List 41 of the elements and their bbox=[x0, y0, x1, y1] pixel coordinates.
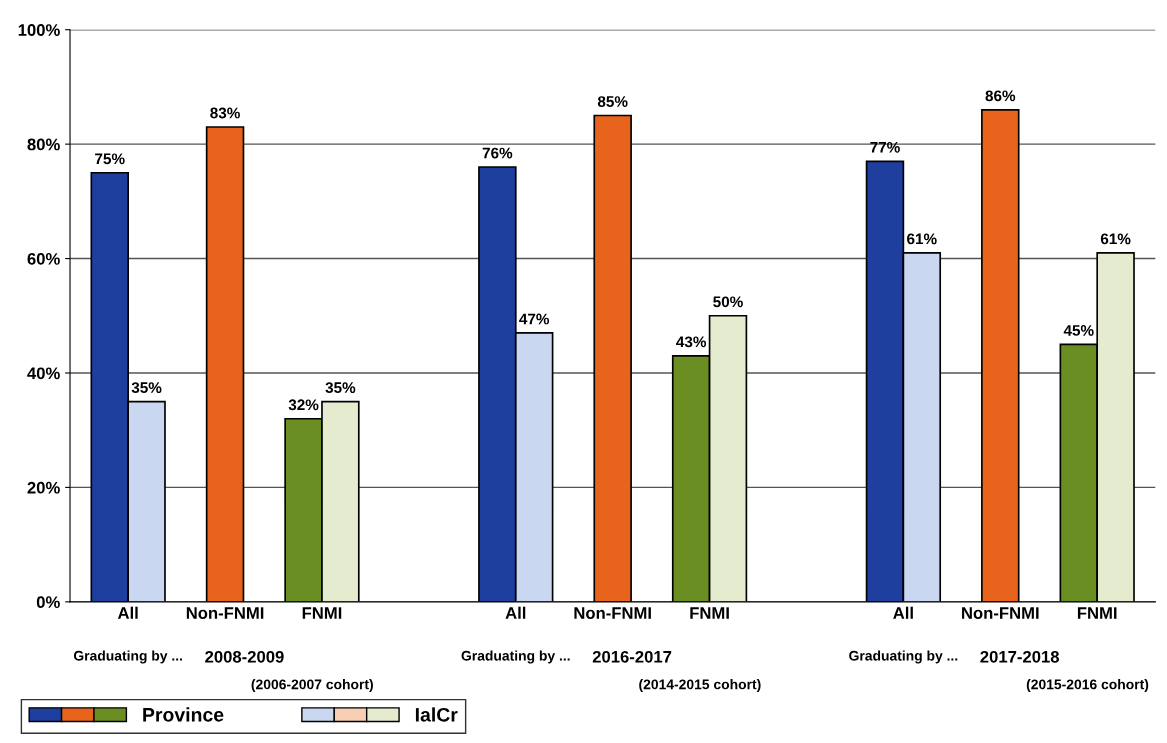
x-tick-label: Non-FNMI bbox=[186, 607, 264, 619]
y-tick-label: 100% bbox=[18, 24, 60, 36]
x-tick-label: Non-FNMI bbox=[962, 607, 1039, 619]
y-tick-label: 0% bbox=[36, 596, 60, 609]
text: Graduating by ... bbox=[849, 650, 958, 664]
text: 50% bbox=[713, 296, 743, 308]
text: 83% bbox=[210, 107, 240, 119]
text: 32% bbox=[288, 399, 319, 411]
text: 61% bbox=[907, 233, 937, 245]
text: 47% bbox=[519, 313, 550, 325]
text: (2015-2016 cohort) bbox=[1026, 679, 1149, 693]
text: 2017-2018 bbox=[980, 650, 1060, 663]
y-tick-label: 80% bbox=[27, 138, 60, 151]
text: 2016-2017 bbox=[592, 650, 672, 663]
text: 75% bbox=[95, 153, 125, 165]
text: 61% bbox=[1100, 233, 1131, 245]
text: (2014-2015 cohort) bbox=[639, 679, 761, 693]
x-tick-label: All bbox=[117, 606, 138, 619]
text: 35% bbox=[325, 382, 356, 394]
legend-label: Province bbox=[143, 707, 224, 722]
text: 35% bbox=[131, 382, 162, 394]
x-tick-label: Non-FNMI bbox=[574, 607, 651, 619]
x-tick-label: FNMI bbox=[302, 607, 342, 619]
text: 76% bbox=[482, 147, 513, 159]
text: Graduating by ... bbox=[461, 650, 570, 664]
legend-label: IalCr bbox=[415, 707, 458, 722]
text: 77% bbox=[870, 141, 900, 153]
x-tick-label: All bbox=[893, 606, 913, 619]
text: 45% bbox=[1063, 325, 1094, 336]
text: 2008-2009 bbox=[205, 650, 284, 663]
text: Graduating by ... bbox=[73, 650, 182, 664]
text: 43% bbox=[676, 336, 707, 348]
x-tick-label: All bbox=[505, 606, 526, 619]
x-tick-label: FNMI bbox=[1077, 607, 1117, 619]
text: 86% bbox=[985, 90, 1016, 102]
x-tick-label: FNMI bbox=[690, 607, 729, 619]
y-tick-label: 40% bbox=[27, 367, 60, 380]
y-tick-label: 20% bbox=[27, 481, 60, 494]
text: (2006-2007 cohort) bbox=[251, 679, 373, 693]
text: 85% bbox=[597, 96, 628, 107]
y-tick-label: 60% bbox=[27, 252, 60, 265]
